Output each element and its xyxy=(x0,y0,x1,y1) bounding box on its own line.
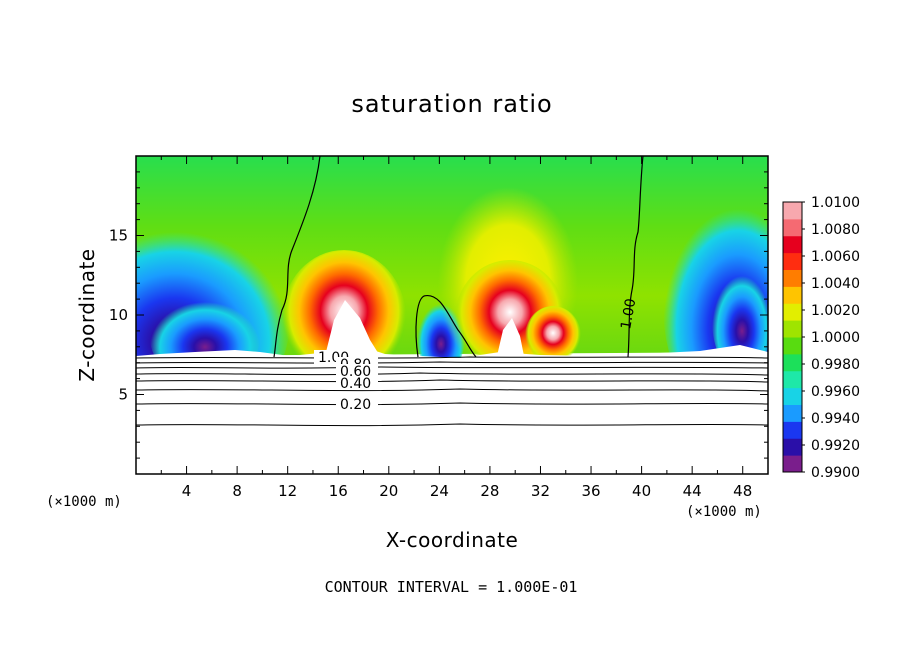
colorbar-label: 1.0020 xyxy=(811,303,860,319)
plot-area: 1.00 0.80 0.60 0.40 0.20 1.00 xyxy=(136,156,768,474)
contour-line-low-2 xyxy=(136,361,768,364)
contour-line-1-00-mid xyxy=(415,295,477,358)
colorbar-swatch xyxy=(783,218,802,237)
colorbar-swatch xyxy=(783,455,802,473)
colorbar-swatch xyxy=(783,269,802,287)
x-unit-left: (×1000 m) xyxy=(46,494,122,510)
x-axis-label: X-coordinate xyxy=(386,528,519,552)
y-tick-label: 10 xyxy=(109,306,128,324)
colorbar-swatch xyxy=(783,404,802,422)
colorbar-swatch xyxy=(783,202,802,220)
contour-line-low-5 xyxy=(136,379,768,383)
colorbar-swatch xyxy=(783,303,802,321)
colorbar-swatch xyxy=(783,286,802,304)
plume-peak-left xyxy=(325,300,380,356)
colorbar-label: 0.9980 xyxy=(811,357,860,373)
colorbar-label: 0.9900 xyxy=(811,465,860,481)
x-tick-label: 24 xyxy=(430,482,449,500)
colorbar-swatch xyxy=(783,421,802,439)
x-tick-label: 36 xyxy=(581,482,600,500)
colorbar-swatch xyxy=(783,235,802,254)
x-tick-label: 4 xyxy=(182,482,192,500)
x-tick-label: 44 xyxy=(683,482,702,500)
contour-label-bg-3 xyxy=(336,364,378,376)
lower-masked-region xyxy=(136,345,768,474)
colorbar-swatch xyxy=(783,337,802,355)
contour-line-low-7 xyxy=(136,402,768,406)
contour-interval-note: CONTOUR INTERVAL = 1.000E-01 xyxy=(325,578,578,596)
contour-label-1-00-upper: 1.00 xyxy=(618,297,639,330)
x-tick-label: 28 xyxy=(480,482,499,500)
x-tick-label: 12 xyxy=(278,482,297,500)
colorbar-swatch xyxy=(783,252,802,270)
contour-line-1-00-right xyxy=(627,156,644,358)
y-axis-label: Z-coordinate xyxy=(75,248,99,381)
colorbar-swatch xyxy=(783,387,802,405)
colorbar-label: 1.0060 xyxy=(811,249,860,265)
contour-line-low-6 xyxy=(136,388,768,392)
moist-plume-far-right xyxy=(525,306,581,366)
colorbar-swatch xyxy=(783,370,802,389)
colorbar-swatch xyxy=(783,438,802,456)
plume-peak-right xyxy=(497,318,524,356)
colorbar-swatch xyxy=(783,353,802,372)
x-tick-label: 20 xyxy=(379,482,398,500)
colorbar xyxy=(783,202,802,473)
contour-label-0-20: 0.20 xyxy=(340,397,371,413)
contour-label-bg-4 xyxy=(336,376,378,389)
colorbar-label: 0.9960 xyxy=(811,384,860,400)
x-tick-label: 32 xyxy=(531,482,550,500)
x-tick-label: 40 xyxy=(632,482,651,500)
contour-label-bg-5 xyxy=(336,397,378,410)
colorbar-labels: 1.0100 1.0080 1.0060 1.0040 1.0020 1.0000 0.99… xyxy=(802,195,860,481)
contour-label-0-40: 0.40 xyxy=(340,376,371,392)
y-axis-ticks: 5 10 15 xyxy=(109,171,768,459)
colorbar-label: 1.0000 xyxy=(811,330,860,346)
x-tick-label: 8 xyxy=(232,482,242,500)
chart-title: saturation ratio xyxy=(351,90,552,118)
x-axis-ticks: 4 8 12 16 20 24 28 32 36 40 44 48 xyxy=(160,156,752,500)
contour-line-low-1 xyxy=(136,356,768,359)
contour-line-low-4 xyxy=(136,372,768,376)
y-tick-label: 5 xyxy=(118,386,128,404)
colorbar-label: 0.9920 xyxy=(811,438,860,454)
colorbar-label: 1.0080 xyxy=(811,222,860,238)
contour-line-1-00-left xyxy=(273,156,321,358)
contour-line-low-3 xyxy=(136,366,768,369)
y-tick-label: 15 xyxy=(109,227,128,245)
x-tick-label: 48 xyxy=(733,482,752,500)
x-tick-label: 16 xyxy=(329,482,348,500)
colorbar-label: 0.9940 xyxy=(811,411,860,427)
colorbar-label: 1.0100 xyxy=(811,195,860,211)
colorbar-swatch xyxy=(783,320,802,338)
x-unit-right: (×1000 m) xyxy=(686,504,762,520)
contour-line-low-8 xyxy=(136,423,768,427)
colorbar-label: 1.0040 xyxy=(811,276,860,292)
